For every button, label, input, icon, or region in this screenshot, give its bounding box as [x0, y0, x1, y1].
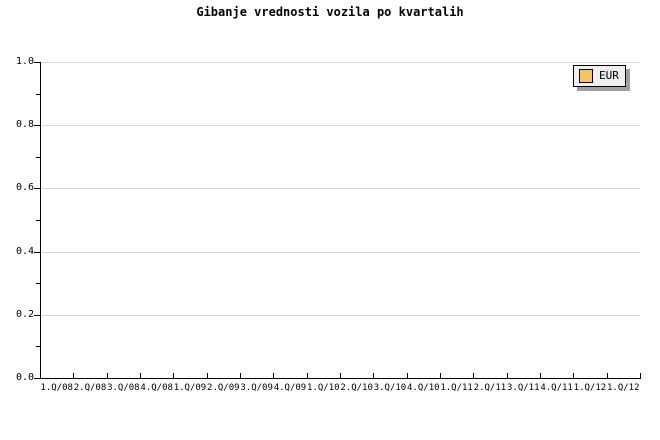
legend-label: EUR — [599, 69, 619, 82]
x-axis-tick — [273, 373, 274, 378]
x-axis-tick — [140, 373, 141, 378]
x-axis-tick — [173, 373, 174, 378]
x-axis-tick — [340, 373, 341, 378]
y-axis-label: 0.6 — [15, 182, 34, 193]
x-axis-tick — [107, 373, 108, 378]
y-axis-major-tick — [34, 62, 40, 63]
y-axis-minor-tick — [36, 220, 40, 221]
x-axis-label: 3.Q/11 — [507, 383, 540, 393]
y-axis-label: 0.0 — [15, 372, 34, 383]
x-axis-tick — [407, 373, 408, 378]
y-axis-label: 1.0 — [15, 56, 34, 67]
x-axis-tick — [307, 373, 308, 378]
x-axis-label: 2.Q/08 — [73, 383, 107, 393]
y-axis-minor-tick — [36, 94, 40, 95]
x-axis-label: 1.Q/12 — [606, 383, 640, 393]
x-axis-label: 3.Q/08 — [107, 383, 140, 393]
x-axis-tick — [607, 373, 608, 378]
y-axis-label: 0.2 — [15, 309, 34, 320]
x-axis-line — [40, 378, 641, 379]
y-axis-minor-tick — [36, 157, 40, 158]
y-axis-minor-tick — [36, 346, 40, 347]
x-axis-label: 1.Q/09 — [173, 383, 207, 393]
x-axis-tick — [473, 373, 474, 378]
x-axis-label: 2.Q/10 — [340, 383, 373, 393]
x-axis-label: 1.Q/11 — [440, 383, 473, 393]
x-axis-label: 4.Q/08 — [140, 383, 173, 393]
y-axis-label: 0.4 — [15, 246, 34, 257]
gridline-y-0.6 — [41, 188, 640, 189]
gridline-y-1.0 — [41, 62, 640, 63]
x-axis-tick — [240, 373, 241, 378]
x-axis-tick — [540, 373, 541, 378]
y-axis-minor-tick — [36, 283, 40, 284]
x-axis-label: 4.Q/09 — [273, 383, 307, 393]
x-axis-tick — [373, 373, 374, 378]
legend-swatch-icon — [579, 69, 593, 83]
x-axis-tick — [507, 373, 508, 378]
y-axis-major-tick — [34, 188, 40, 189]
x-axis-labels-row: 1.Q/08 2.Q/08 3.Q/08 4.Q/08 1.Q/09 2.Q/0… — [40, 382, 640, 394]
x-axis-label: 4.Q/11 — [540, 383, 573, 393]
x-axis-label: 3.Q/10 — [373, 383, 407, 393]
gridline-y-0.2 — [41, 315, 640, 316]
x-axis-tick — [73, 373, 74, 378]
y-axis-major-tick — [34, 125, 40, 126]
x-axis-label: 1.Q/10 — [307, 383, 340, 393]
x-axis-label: 2.Q/09 — [207, 383, 240, 393]
gridline-y-0.4 — [41, 252, 640, 253]
y-axis-major-tick — [34, 252, 40, 253]
x-axis-tick — [573, 373, 574, 378]
y-axis-major-tick — [34, 315, 40, 316]
y-axis-line — [40, 62, 41, 379]
x-axis-label: 1.Q/12 — [573, 383, 607, 393]
y-axis-label: 0.8 — [15, 119, 34, 130]
y-axis-major-tick — [34, 378, 40, 379]
x-axis-label: 4.Q/10 — [407, 383, 440, 393]
legend: EUR — [573, 65, 626, 87]
x-axis-tick — [207, 373, 208, 378]
x-axis-label: 1.Q/08 — [40, 383, 73, 393]
x-axis-tick — [640, 373, 641, 378]
gridline-y-0.8 — [41, 125, 640, 126]
chart-title: Gibanje vrednosti vozila po kvartalih — [196, 5, 464, 19]
x-axis-label: 3.Q/09 — [240, 383, 273, 393]
x-axis-label: 2.Q/11 — [473, 383, 507, 393]
x-axis-tick — [440, 373, 441, 378]
